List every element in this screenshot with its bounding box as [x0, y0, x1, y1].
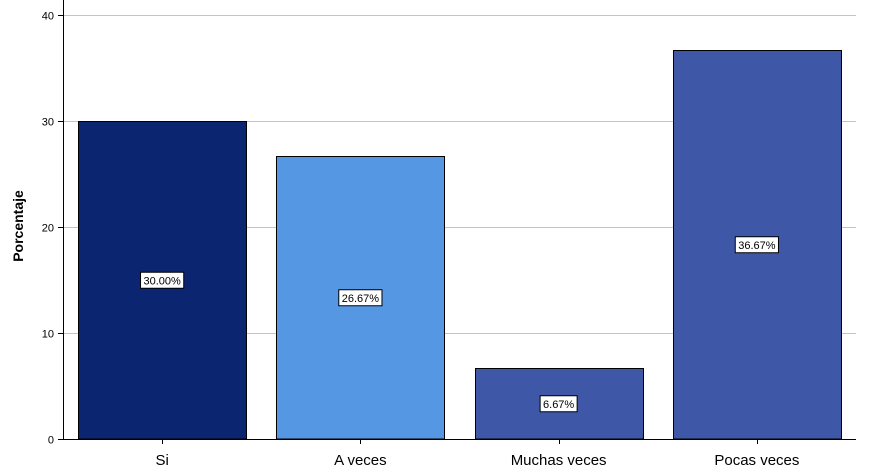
data-label-box: [734, 236, 779, 254]
data-label-box: [539, 395, 578, 413]
data-label-text: 30.00%: [143, 275, 181, 287]
y-tick-label: 20: [42, 223, 54, 235]
data-label-box: [140, 271, 185, 289]
y-axis-title: Porcentaje: [10, 190, 26, 262]
y-tick-label: 0: [48, 435, 54, 447]
data-labels: 30.00% 26.67% 6.67% 36.67%: [140, 236, 779, 413]
data-label: 6.67%: [539, 395, 578, 413]
data-label-text: 26.67%: [342, 293, 380, 305]
data-label-text: 6.67%: [543, 399, 574, 411]
bars: [78, 50, 842, 440]
data-label-box: [338, 289, 383, 307]
axes: 0 10 20 30 40 Si A veces Muchas veces Pocas vece…: [42, 0, 856, 469]
data-label: 26.67%: [338, 289, 383, 307]
y-tick-label: 30: [42, 117, 54, 129]
data-label-text: 36.67%: [738, 240, 776, 252]
x-category-label: Muchas veces: [511, 452, 607, 469]
x-category-label: Pocas veces: [714, 452, 799, 469]
data-label: 36.67%: [734, 236, 779, 254]
x-category-label: Si: [155, 452, 168, 469]
data-label: 30.00%: [140, 271, 185, 289]
y-tick-label: 10: [42, 329, 54, 341]
y-tick-label: 40: [42, 11, 54, 23]
x-category-label: A veces: [334, 452, 387, 469]
